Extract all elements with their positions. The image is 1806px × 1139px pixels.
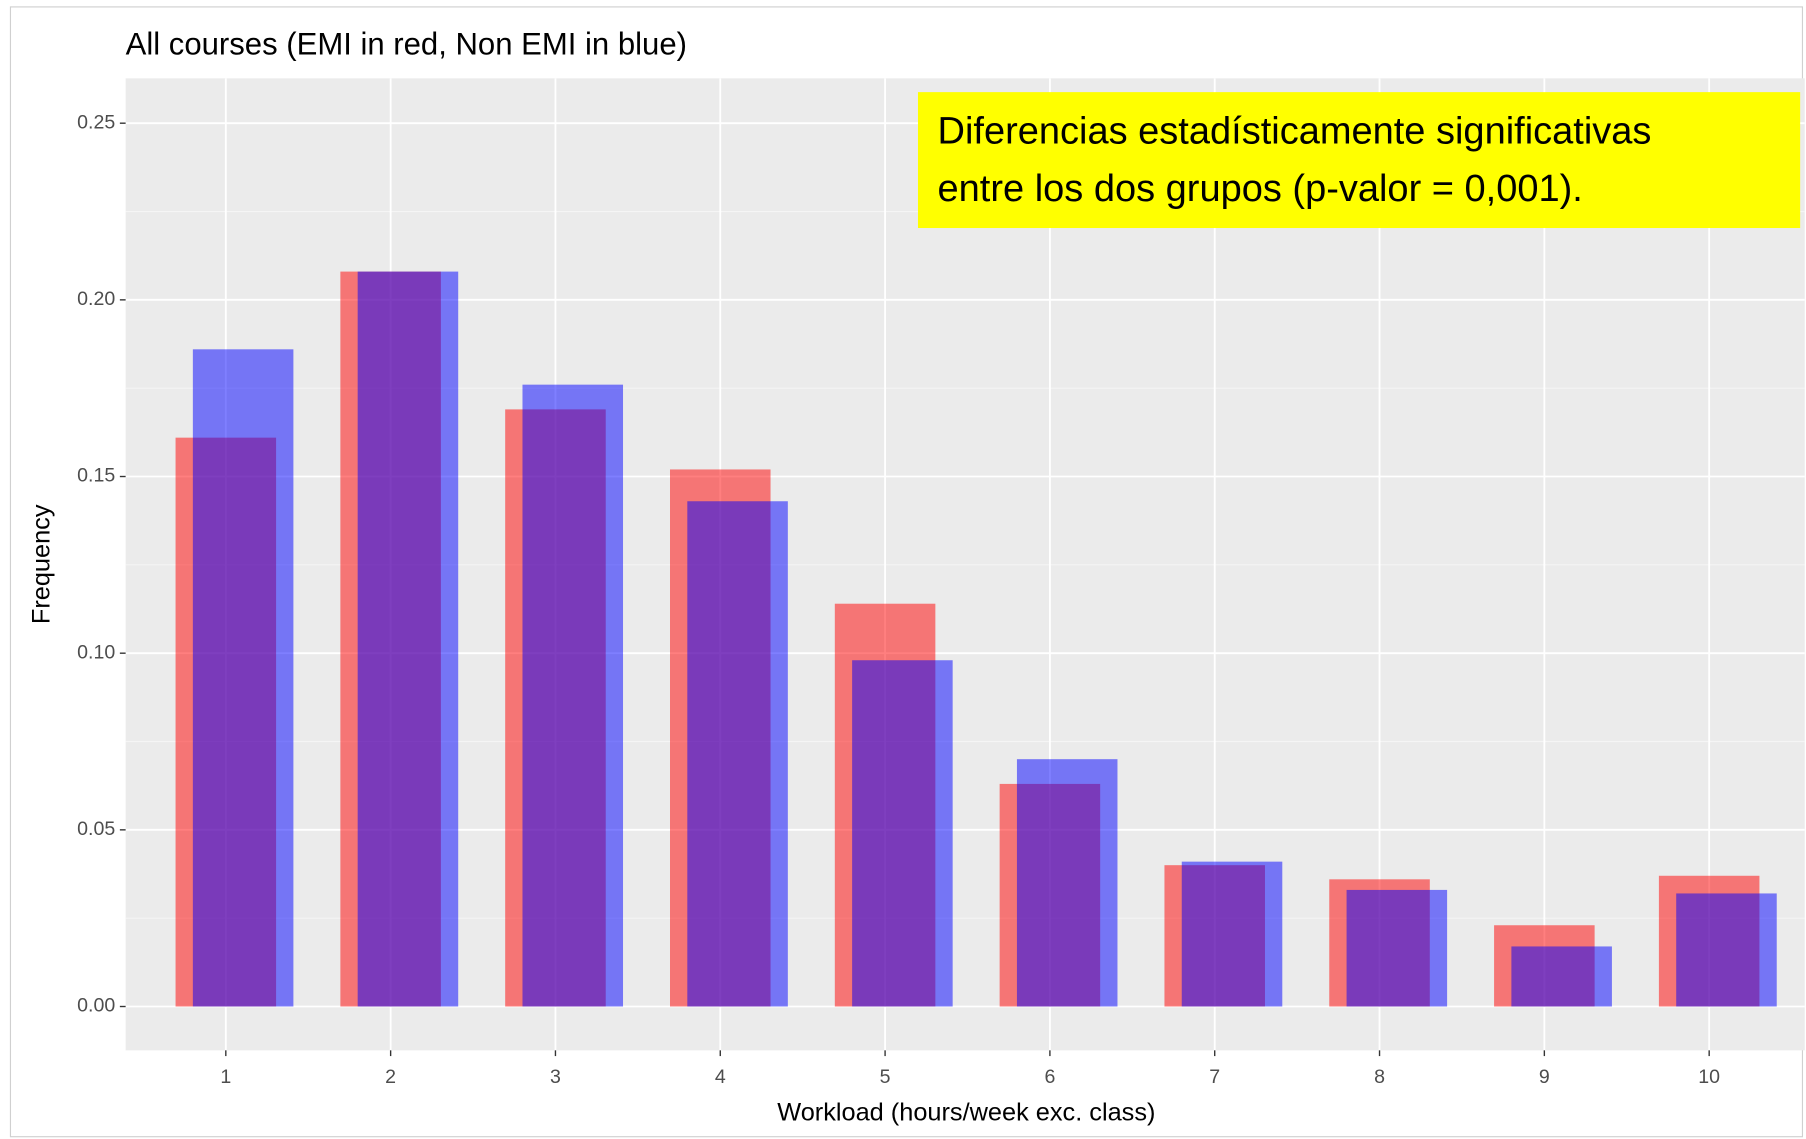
y-tick-label: 0.15 bbox=[77, 465, 115, 487]
x-tick-label: 8 bbox=[1374, 1066, 1385, 1088]
y-axis-label: Frequency bbox=[27, 504, 55, 624]
bar bbox=[852, 660, 953, 1007]
x-tick-label: 2 bbox=[385, 1066, 396, 1088]
bar bbox=[1676, 893, 1777, 1007]
y-tick-label: 0.00 bbox=[77, 995, 115, 1017]
bar bbox=[687, 501, 788, 1007]
bar bbox=[1016, 759, 1118, 1007]
bar bbox=[192, 349, 294, 1007]
x-tick-label: 1 bbox=[220, 1066, 231, 1088]
x-tick-label: 9 bbox=[1539, 1066, 1550, 1088]
annotation-box bbox=[917, 92, 1801, 229]
y-tick-label: 0.10 bbox=[77, 641, 115, 663]
bar bbox=[1511, 946, 1612, 1007]
x-tick-label: 6 bbox=[1044, 1066, 1055, 1088]
x-tick-label: 5 bbox=[880, 1066, 891, 1088]
x-axis-label: Workload (hours/week exc. class) bbox=[777, 1098, 1155, 1126]
x-tick-label: 3 bbox=[550, 1066, 561, 1088]
bar bbox=[1346, 889, 1448, 1007]
x-tick-label: 4 bbox=[715, 1066, 726, 1088]
annotation: Diferencias estadísticamente significati… bbox=[938, 111, 1652, 153]
bar bbox=[522, 384, 624, 1007]
y-tick-label: 0.20 bbox=[77, 288, 115, 310]
y-tick-label: 0.05 bbox=[77, 818, 115, 840]
plot: 0.00 0.05 0.10 0.15 0.20 0.25 1 2 3 4 5 6 7 8 9 10 bbox=[77, 78, 1805, 1088]
x-tick-label: 7 bbox=[1209, 1066, 1220, 1088]
x-tick-label: 10 bbox=[1698, 1066, 1720, 1088]
y-tick-label: 0.25 bbox=[77, 111, 115, 133]
annotation: entre los dos grupos (p-valor = 0,001). bbox=[938, 168, 1583, 210]
bar bbox=[1181, 861, 1283, 1007]
bar bbox=[357, 271, 459, 1007]
chart-title: All courses (EMI in red, Non EMI in blue… bbox=[126, 26, 687, 61]
